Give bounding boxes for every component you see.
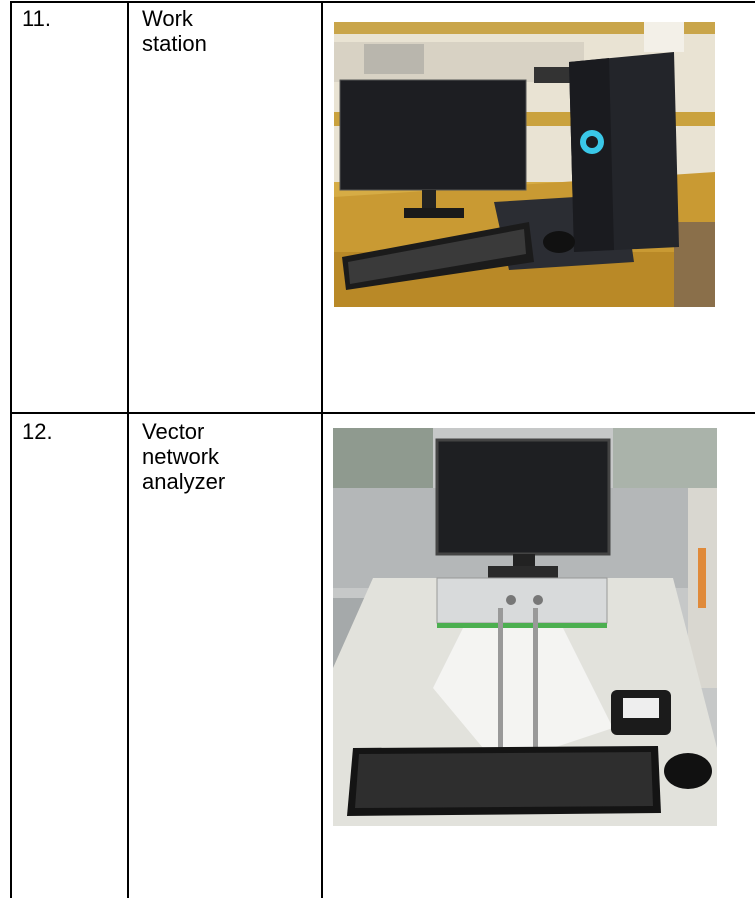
row-number: 12. (22, 419, 53, 444)
item-name: Work station (142, 6, 207, 56)
vna-photo (333, 428, 717, 826)
row-number: 11. (22, 6, 51, 31)
workstation-photo (334, 22, 715, 307)
table-border (127, 1, 129, 898)
table-border (10, 1, 755, 3)
item-name: Vector network analyzer (142, 419, 226, 494)
table-border (321, 1, 323, 898)
table-border (10, 1, 12, 898)
table-border (10, 412, 755, 414)
